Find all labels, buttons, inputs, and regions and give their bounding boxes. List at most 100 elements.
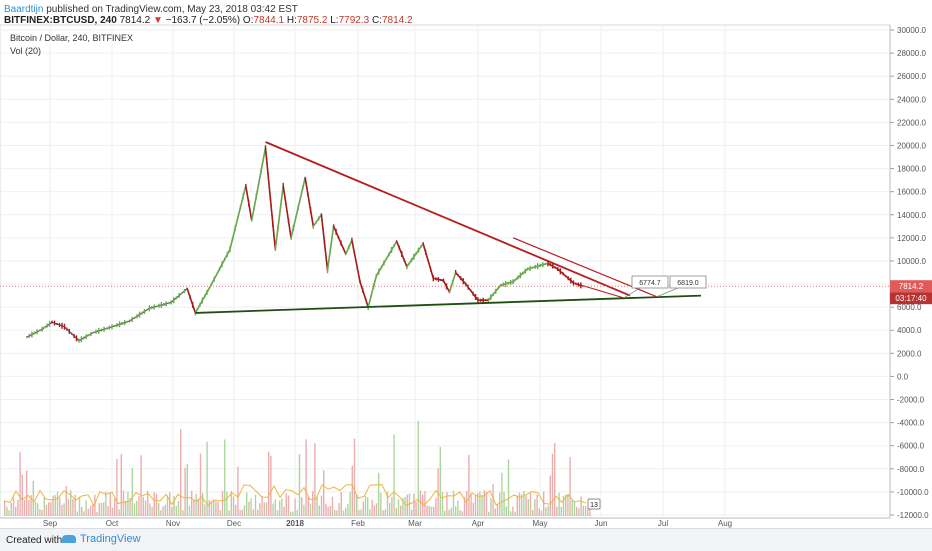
volume-bar bbox=[540, 510, 543, 516]
volume-bar bbox=[422, 494, 424, 516]
annotations: 7814.2 03:17:40 6774.7 6819.0 13 bbox=[0, 275, 932, 510]
price-tick-label: -8000.0 bbox=[897, 465, 925, 474]
price-axis: 30000.0 28000.0 26000.0 24000.0 22000.0 20000… bbox=[890, 26, 929, 520]
open-label: O: bbox=[242, 15, 254, 26]
price-tick-label: -10000.0 bbox=[897, 488, 929, 497]
volume-bar bbox=[276, 509, 279, 516]
price-candle bbox=[78, 338, 80, 343]
volume-bar bbox=[389, 502, 391, 516]
footer-bar: Created with TradingView bbox=[0, 528, 932, 551]
volume-bar bbox=[340, 491, 342, 516]
volume-bar bbox=[12, 497, 15, 516]
down-arrow-icon: ▼ bbox=[152, 15, 163, 26]
volume-bar bbox=[283, 506, 285, 516]
volume-bar bbox=[19, 452, 21, 516]
volume-bar bbox=[186, 463, 188, 516]
volume-bar bbox=[76, 511, 78, 516]
volume-bar bbox=[292, 511, 294, 516]
close-label: C: bbox=[371, 15, 382, 26]
volume-bar bbox=[213, 499, 215, 516]
volume-bar bbox=[116, 458, 118, 516]
price-candle bbox=[38, 329, 41, 332]
volume-bar bbox=[474, 495, 477, 516]
volume-bar bbox=[338, 503, 340, 516]
volume-bar bbox=[417, 420, 419, 516]
price-candle bbox=[48, 320, 51, 327]
volume-bar bbox=[360, 509, 362, 516]
volume-bar bbox=[452, 490, 455, 516]
volume-bar bbox=[318, 505, 320, 516]
price-candle bbox=[113, 324, 116, 327]
callout-box bbox=[631, 275, 669, 289]
price-candle bbox=[95, 329, 97, 334]
volume-bar bbox=[439, 446, 441, 516]
volume-bar bbox=[325, 503, 327, 516]
price-candle bbox=[133, 316, 136, 319]
price-candle bbox=[141, 311, 143, 315]
volume-bar bbox=[371, 499, 373, 516]
volume-bar bbox=[195, 493, 197, 516]
volume-bar bbox=[560, 506, 562, 516]
volume-bar bbox=[364, 495, 367, 516]
price-candle bbox=[68, 328, 70, 334]
volume-bar bbox=[61, 504, 63, 516]
volume-bar bbox=[488, 511, 490, 516]
price-tick-label: 16000.0 bbox=[897, 188, 926, 197]
volume-bar bbox=[199, 453, 202, 516]
last-price-tag bbox=[890, 280, 932, 293]
swing-up-line bbox=[194, 283, 213, 314]
volume-bar bbox=[155, 493, 158, 516]
volume-bar bbox=[455, 506, 457, 516]
tradingview-link[interactable]: TradingView bbox=[62, 533, 141, 545]
time-axis: Sep Oct Nov Dec 2018 Feb Mar Apr May Jun Jul Aug bbox=[43, 519, 732, 528]
volume-bar bbox=[45, 504, 48, 516]
volume-bar bbox=[437, 468, 439, 516]
volume-bar bbox=[294, 498, 296, 516]
volume-bar bbox=[208, 500, 210, 516]
price-tick-label: 20000.0 bbox=[897, 141, 926, 150]
volume-bar bbox=[351, 465, 353, 516]
countdown-tag bbox=[890, 292, 932, 305]
price-candle bbox=[80, 336, 83, 343]
swing-up-line bbox=[448, 272, 457, 293]
price-tick-label: 2000.0 bbox=[897, 349, 922, 358]
volume-bar bbox=[96, 511, 98, 516]
volume-bar bbox=[43, 497, 45, 516]
volume-bar bbox=[525, 495, 527, 516]
volume-bar bbox=[184, 468, 186, 516]
volume-bar bbox=[191, 490, 193, 516]
volume-bar bbox=[125, 501, 127, 516]
volume-bar bbox=[444, 510, 446, 516]
volume-bar bbox=[419, 490, 422, 516]
volume-bar bbox=[384, 509, 386, 516]
volume-bar bbox=[144, 500, 147, 516]
volume-bar bbox=[565, 494, 567, 516]
volume-bar bbox=[505, 506, 507, 516]
swing-down-line bbox=[320, 214, 329, 271]
volume-bar bbox=[287, 495, 290, 516]
time-tick-label: 2018 bbox=[286, 519, 304, 528]
volume-bar bbox=[580, 496, 582, 516]
volume-bar bbox=[290, 511, 292, 516]
volume-bar bbox=[584, 505, 587, 516]
swing-lines bbox=[186, 147, 584, 314]
volume-bar bbox=[554, 443, 556, 516]
volume-bar bbox=[237, 466, 239, 516]
callout-box bbox=[669, 275, 707, 289]
volume-bar bbox=[67, 499, 70, 516]
time-tick-label: Jun bbox=[595, 519, 608, 528]
volume-bar bbox=[235, 504, 237, 516]
price-chart[interactable]: 30000.0 28000.0 26000.0 24000.0 22000.0 20000… bbox=[0, 0, 932, 528]
volume-bar bbox=[305, 439, 307, 516]
swing-down-line bbox=[351, 240, 361, 282]
volume-bar bbox=[166, 495, 169, 516]
volume-bar bbox=[393, 434, 395, 516]
resistance-trendline bbox=[265, 141, 631, 297]
price-tick-label: -12000.0 bbox=[897, 511, 929, 520]
price-candle bbox=[146, 308, 148, 311]
volume-bar bbox=[272, 503, 274, 516]
volume-bar bbox=[503, 492, 505, 516]
author-name[interactable]: Baardtijn bbox=[4, 4, 44, 15]
price-candle bbox=[28, 333, 31, 338]
price-candle bbox=[63, 323, 66, 330]
